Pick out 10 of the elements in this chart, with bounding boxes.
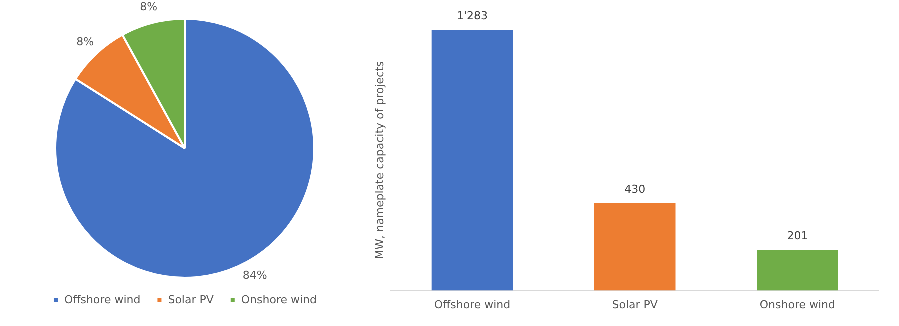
data-label: 430	[624, 182, 646, 196]
data-label: 201	[787, 229, 808, 242]
data-label: 84%	[242, 268, 268, 282]
data-label: 8%	[76, 35, 94, 48]
data-label: 8%	[140, 0, 158, 14]
x-tick-label: Offshore wind	[434, 298, 511, 312]
data-label: 1'283	[456, 9, 488, 22]
x-tick-label: Onshore wind	[760, 298, 836, 312]
y-axis-title: MW, nameplate capacity of projects	[373, 61, 386, 260]
x-tick-label: Solar PV	[612, 298, 658, 312]
